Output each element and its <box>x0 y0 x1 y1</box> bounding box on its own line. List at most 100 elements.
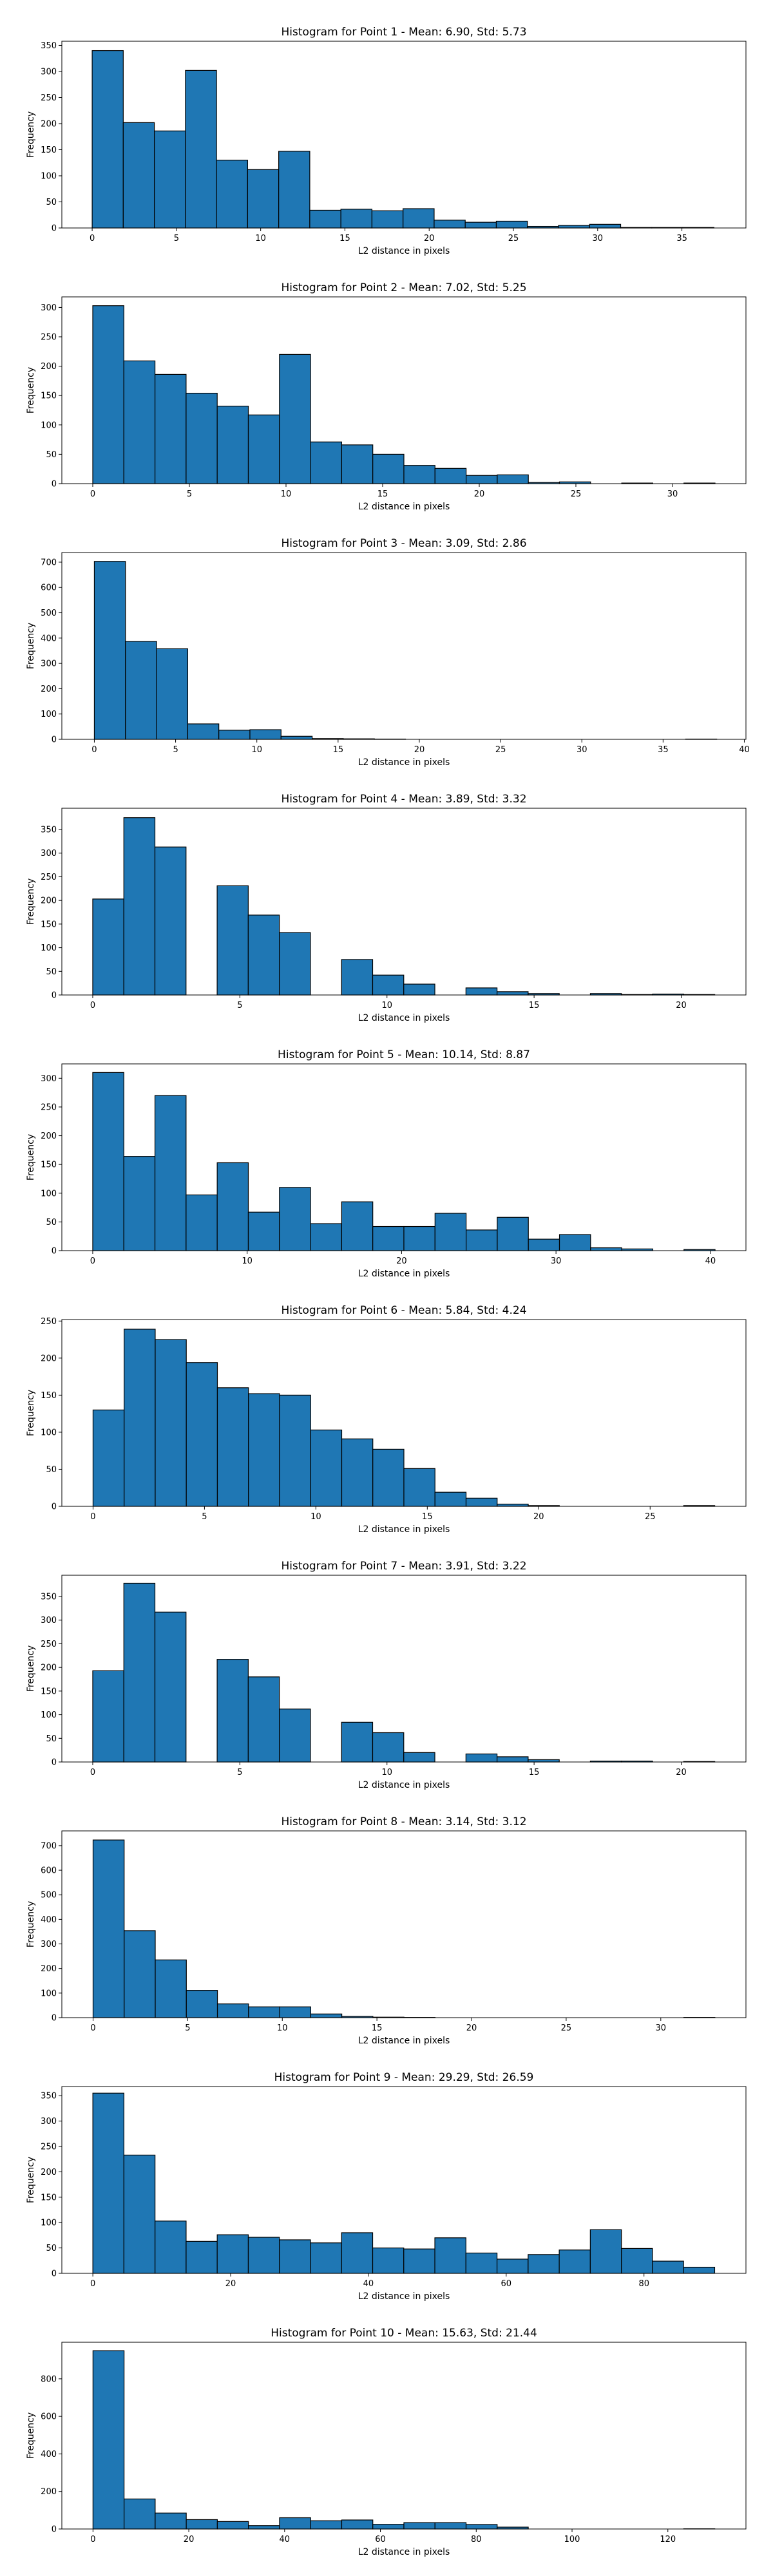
histogram-bar <box>216 1387 249 1507</box>
histogram-bar <box>434 1213 467 1251</box>
histogram-bar <box>465 475 498 484</box>
x-tick-label: 0 <box>90 1768 95 1777</box>
chart-title: Histogram for Point 4 - Mean: 3.89, Std:… <box>281 793 526 806</box>
histogram-bar <box>216 406 249 484</box>
y-tick-label: 0 <box>52 1502 57 1512</box>
x-axis-label: L2 distance in pixels <box>358 2547 450 2557</box>
chart-title: Histogram for Point 5 - Mean: 10.14, Std… <box>278 1048 530 1061</box>
histogram-bar <box>156 648 188 740</box>
chart-title: Histogram for Point 7 - Mean: 3.91, Std:… <box>281 1560 526 1573</box>
x-tick-label: 20 <box>225 2279 236 2289</box>
histogram-bar <box>310 2013 343 2018</box>
y-tick-label: 600 <box>41 2412 57 2422</box>
y-axis-label: Frequency <box>26 2412 36 2459</box>
histogram-bar <box>249 729 282 740</box>
y-tick-label: 150 <box>41 920 57 929</box>
y-tick-label: 300 <box>41 1940 57 1949</box>
y-tick-label: 350 <box>41 41 57 51</box>
histogram-bar <box>93 561 126 740</box>
x-tick-label: 60 <box>501 2279 512 2289</box>
histogram-bar <box>278 151 310 229</box>
y-tick-label: 0 <box>52 2525 57 2535</box>
histogram-bar <box>186 392 218 484</box>
histogram-bar <box>248 2006 280 2018</box>
histogram-bar <box>216 1659 249 1763</box>
x-tick-label: 10 <box>277 2023 288 2033</box>
x-tick-label: 10 <box>242 1256 253 1266</box>
y-axis-label: Frequency <box>26 1901 36 1947</box>
histogram-bar <box>466 1229 498 1251</box>
y-tick-label: 150 <box>41 1391 57 1401</box>
x-tick-label: 5 <box>237 1768 242 1777</box>
y-tick-label: 0 <box>52 2014 57 2023</box>
chart-title: Histogram for Point 3 - Mean: 3.09, Std:… <box>281 537 526 550</box>
histogram-bar <box>248 2525 280 2530</box>
histogram-bar <box>216 2234 249 2274</box>
histogram-bar <box>280 735 313 740</box>
histogram-bar <box>310 2242 342 2274</box>
histogram-bar <box>125 641 157 740</box>
y-tick-label: 150 <box>41 146 57 155</box>
y-tick-label: 100 <box>41 943 57 953</box>
y-axis-label: Frequency <box>26 623 36 669</box>
histogram-panel-9: 0 20 40 60 80 0 50 100 150 200 250 300 350 Histogram … <box>26 2071 747 2302</box>
histogram-bar <box>279 2006 311 2018</box>
plot-frame <box>61 552 747 740</box>
histogram-bar <box>309 209 341 229</box>
histogram-bar <box>247 414 280 484</box>
y-tick-label: 300 <box>41 303 57 313</box>
y-tick-label: 50 <box>46 198 57 207</box>
y-tick-label: 0 <box>52 735 57 745</box>
x-axis-label: L2 distance in pixels <box>358 502 450 512</box>
x-axis-label: L2 distance in pixels <box>358 757 450 768</box>
histogram-bar <box>123 1156 156 1251</box>
histogram-panel-5: 0 10 20 30 40 0 50 100 150 200 250 300 Histogram for… <box>26 1048 747 1279</box>
histogram-bar <box>310 1429 343 1507</box>
y-tick-label: 300 <box>41 1074 57 1084</box>
x-tick-label: 40 <box>363 2279 374 2289</box>
y-axis-label: Frequency <box>26 1645 36 1692</box>
x-tick-label: 20 <box>676 1768 687 1777</box>
histogram-panel-8: 0 5 10 15 20 25 300100200300400500600700Histog… <box>26 1815 747 2046</box>
histogram-bar <box>528 1759 560 1763</box>
chart-title: Histogram for Point 6 - Mean: 5.84, Std:… <box>281 1304 526 1317</box>
histogram-bar <box>155 2221 187 2274</box>
y-axis-label: Frequency <box>26 2157 36 2203</box>
histogram-bar <box>92 1072 124 1251</box>
y-tick-label: 350 <box>41 826 57 835</box>
histogram-bar <box>124 1930 156 2018</box>
histogram-bar <box>495 220 528 229</box>
x-tick-label: 80 <box>471 2535 482 2544</box>
x-axis-label: L2 distance in pixels <box>358 1013 450 1023</box>
histogram-bar <box>465 1753 498 1763</box>
x-tick-label: 25 <box>495 745 506 755</box>
x-tick-label: 0 <box>90 1001 95 1010</box>
histogram-bar <box>465 1497 498 1507</box>
x-tick-label: 20 <box>676 1001 687 1010</box>
histogram-bar <box>186 2240 218 2274</box>
histogram-bar <box>92 898 124 996</box>
histogram-bar <box>372 2248 405 2274</box>
x-tick-label: 40 <box>739 745 750 755</box>
y-axis-label: Frequency <box>26 1134 36 1180</box>
histogram-bar <box>216 1162 249 1251</box>
y-tick-label: 150 <box>41 392 57 401</box>
histogram-bar <box>247 169 280 229</box>
chart-title: Histogram for Point 2 - Mean: 7.02, Std:… <box>281 281 526 294</box>
x-tick-label: 25 <box>508 234 519 243</box>
histogram-bar <box>683 2266 716 2274</box>
plot-frame <box>61 296 747 484</box>
histogram-bar <box>465 2252 498 2274</box>
histogram-bar <box>247 914 280 996</box>
chart-title: Histogram for Point 8 - Mean: 3.14, Std:… <box>281 1815 526 1828</box>
x-tick-label: 25 <box>571 489 582 499</box>
y-tick-label: 50 <box>46 1218 57 1227</box>
histogram-bar <box>92 2350 125 2530</box>
x-tick-label: 15 <box>372 2023 383 2033</box>
y-tick-label: 200 <box>41 1132 57 1141</box>
y-tick-label: 250 <box>41 2142 57 2152</box>
x-tick-label: 40 <box>280 2535 291 2544</box>
histogram-bar <box>218 730 251 740</box>
histogram-bar <box>403 208 435 229</box>
